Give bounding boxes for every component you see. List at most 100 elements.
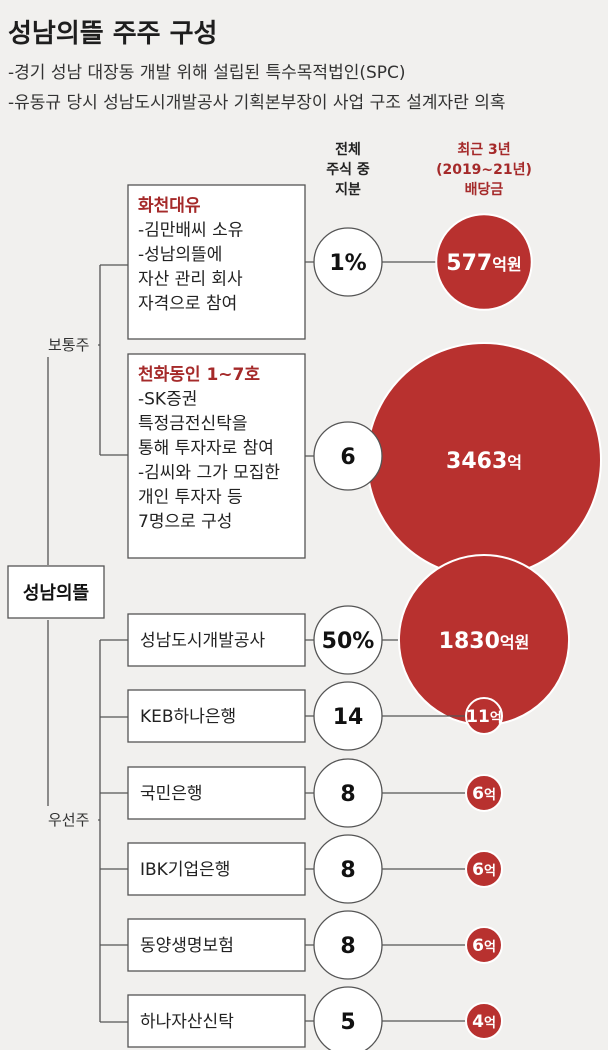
dividend-value: 11 (466, 707, 490, 727)
shareholder-name: 화천대유 (138, 196, 201, 216)
share-circle (313, 758, 383, 828)
dividend-value: 1830 (439, 629, 500, 654)
shareholder-box (127, 766, 306, 820)
dividend-label: 6억 (472, 860, 496, 880)
shareholder-box (127, 842, 306, 896)
share-label: 6 (340, 445, 355, 470)
dividend-label: 6억 (472, 784, 496, 804)
dividend-label: 4억 (472, 1012, 496, 1032)
dividend-bubble (465, 774, 503, 812)
shareholder-box (127, 184, 306, 340)
shareholder-name: 성남도시개발공사 (140, 631, 265, 651)
shareholder-detail-line: -SK증권 (138, 390, 197, 410)
shareholder-detail-line: 자격으로 참여 (138, 294, 237, 314)
share-column-header: 전체 주식 중 지분 (326, 141, 370, 198)
dividend-label: 577억원 (446, 251, 521, 276)
dividend-unit: 억 (507, 453, 522, 472)
shareholder-name: 동양생명보험 (140, 936, 234, 956)
shareholder-name: KEB하나은행 (140, 707, 236, 727)
shareholder-row: 성남도시개발공사 50% 1830억원 (127, 553, 571, 727)
dividend-value: 6 (472, 936, 484, 956)
share-header-line-1: 전체 (335, 141, 361, 158)
shareholder-detail-line: -성남의뜰에 (138, 245, 222, 265)
dividend-value: 4 (472, 1012, 484, 1032)
chart-title: 성남의뜰 주주 구성 (8, 19, 217, 49)
shareholder-row: 국민은행 8 6억 (127, 758, 503, 828)
group-label-common: 보통주 (48, 336, 89, 354)
share-label: 1% (329, 251, 366, 276)
shareholder-name: 하나자산신탁 (140, 1012, 234, 1032)
shareholder-detail-line: -김씨와 그가 모집한 (138, 463, 280, 483)
dividend-bubble (435, 213, 533, 311)
share-circle (313, 421, 383, 491)
shareholder-detail-line: 개인 투자자 등 (138, 488, 243, 508)
shareholder-row: 하나자산신탁 5 4억 (127, 986, 503, 1050)
root-node-box (7, 565, 105, 619)
dividend-unit: 억 (484, 788, 496, 803)
dividend-unit: 억 (484, 1016, 496, 1031)
share-circle (313, 986, 383, 1050)
share-circle (313, 227, 383, 297)
shareholder-box (127, 918, 306, 972)
shareholder-box (127, 994, 306, 1048)
shareholder-detail-line: 7명으로 구성 (138, 512, 232, 532)
shareholder-box (127, 613, 306, 667)
share-circle (313, 681, 383, 751)
share-label: 8 (340, 782, 355, 807)
dividend-bubble (465, 697, 503, 735)
dividend-unit: 억 (490, 711, 502, 726)
dividend-header-line-1: 최근 3년 (457, 142, 510, 158)
dividend-unit: 억 (484, 864, 496, 879)
shareholder-row: 동양생명보험 8 6억 (127, 910, 503, 980)
dividend-column-header: 최근 3년 (2019~21년) 배당금 (436, 142, 532, 198)
shareholder-name: 천화동인 1~7호 (138, 365, 260, 385)
shareholder-box (127, 689, 306, 743)
dividend-bubble (465, 850, 503, 888)
group-label-preferred: 우선주 (48, 811, 89, 829)
dividend-unit: 억원 (500, 633, 529, 652)
share-circle (313, 834, 383, 904)
tree-connectors (47, 264, 128, 1023)
share-label: 8 (340, 934, 355, 959)
dividend-label: 3463억 (446, 449, 522, 474)
dividend-value: 3463 (446, 449, 507, 474)
common-label-bg (40, 331, 98, 357)
dividend-header-line-2: (2019~21년) (436, 162, 532, 178)
share-label: 14 (333, 705, 364, 730)
dividend-bubble (465, 926, 503, 964)
dividend-bubble (465, 1002, 503, 1040)
subtitle-line-2: -유동규 당시 성남도시개발공사 기획본부장이 사업 구조 설계자란 의혹 (8, 93, 506, 113)
shareholder-row: IBK기업은행 8 6억 (127, 834, 503, 904)
shareholder-name: 국민은행 (140, 784, 203, 804)
share-header-line-3: 지분 (335, 182, 361, 198)
share-label: 8 (340, 858, 355, 883)
preferred-label-bg (40, 806, 98, 832)
share-label: 50% (322, 629, 375, 654)
share-label: 5 (340, 1010, 355, 1035)
shareholder-detail-line: 통해 투자자로 참여 (138, 439, 274, 459)
shareholder-detail-line: 특정금전신탁을 (138, 414, 247, 434)
dividend-value: 577 (446, 251, 492, 276)
dividend-label: 1830억원 (439, 629, 530, 654)
dividend-label: 11억 (466, 707, 502, 727)
shareholder-detail-line: 자산 관리 회사 (138, 270, 243, 290)
share-circle (313, 910, 383, 980)
subtitle-line-1: -경기 성남 대장동 개발 위해 설립된 특수목적법인(SPC) (8, 63, 406, 83)
dividend-header-line-3: 배당금 (465, 181, 504, 198)
share-circle (313, 605, 383, 675)
dividend-value: 6 (472, 860, 484, 880)
dividend-unit: 억원 (492, 255, 521, 274)
shareholder-name: IBK기업은행 (140, 860, 230, 880)
share-header-line-2: 주식 중 (326, 162, 370, 178)
shareholder-box (127, 353, 306, 559)
shareholder-detail-line: -김만배씨 소유 (138, 221, 243, 241)
dividend-value: 6 (472, 784, 484, 804)
dividend-label: 6억 (472, 936, 496, 956)
dividend-unit: 억 (484, 940, 496, 955)
root-node-label: 성남의뜰 (23, 583, 89, 604)
shareholder-row: KEB하나은행 14 11억 (127, 681, 503, 751)
